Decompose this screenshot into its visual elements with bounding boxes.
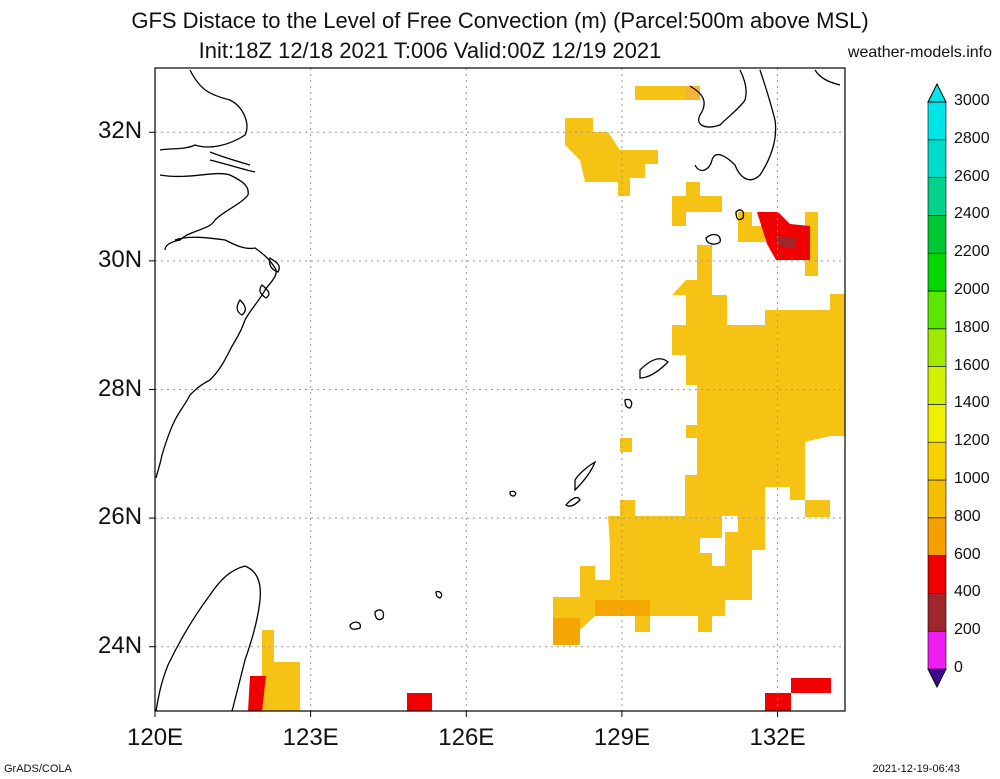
coast-east-china-islands — [236, 256, 280, 316]
lfc-red-1 — [757, 212, 810, 260]
colorbar-label: 1400 — [954, 394, 990, 412]
site-credit: weather-models.info — [847, 44, 992, 61]
colorbar-label: 200 — [954, 621, 981, 639]
colorbar-swatch — [927, 252, 947, 292]
lon-label: 120E — [127, 724, 184, 751]
colorbar-label: 3000 — [954, 92, 990, 109]
lfc-field — [248, 86, 845, 711]
colorbar — [927, 82, 947, 689]
colorbar-label: 2200 — [954, 243, 990, 261]
lat-label: 28N — [98, 374, 143, 402]
colorbar-swatch — [927, 139, 947, 178]
colorbar-swatch — [927, 517, 947, 556]
axis-ticks — [149, 131, 779, 717]
lon-label: 129E — [593, 724, 650, 751]
coastlines — [155, 69, 841, 712]
colorbar-label: 400 — [954, 583, 981, 601]
lfc-area-main — [553, 245, 845, 645]
footer-credit: GrADS/COLA — [4, 763, 72, 775]
lfc-area-east-china-sea-north — [565, 118, 658, 196]
footer-timestamp: 2021-12-19-06:43 — [872, 763, 960, 775]
lon-label: 123E — [282, 724, 339, 751]
lfc-area-26n — [620, 438, 632, 452]
coast-china — [155, 69, 277, 479]
colorbar-swatch — [927, 328, 947, 367]
colorbar-label: 0 — [954, 659, 963, 676]
lfc-area-east-edge — [805, 500, 830, 517]
lfc-brown-cell — [776, 236, 796, 248]
colorbar-swatch — [927, 593, 947, 632]
coast-ryukyu — [565, 358, 669, 507]
colorbar-label: 800 — [954, 507, 981, 525]
lfc-area-north-kyushu — [635, 86, 685, 100]
lon-label: 126E — [438, 724, 495, 751]
colorbar-label: 1800 — [954, 318, 990, 336]
lfc-red-2 — [248, 676, 266, 711]
lfc-red-3 — [407, 693, 432, 711]
colorbar-label: 600 — [954, 545, 981, 563]
colorbar-label: 2600 — [954, 167, 990, 185]
lat-label: 32N — [98, 117, 143, 145]
colorbar-label: 2400 — [954, 205, 990, 223]
coast-taiwan — [155, 565, 261, 712]
colorbar-swatch — [927, 215, 947, 254]
lat-label: 30N — [98, 245, 143, 273]
lon-label: 132E — [749, 724, 806, 751]
map-title: GFS Distace to the Level of Free Convect… — [131, 8, 869, 33]
colorbar-swatch — [927, 404, 947, 443]
lfc-area-south-amami — [738, 212, 765, 242]
lfc-red-5 — [791, 678, 831, 693]
colorbar-label: 1600 — [954, 356, 990, 374]
lfc-area-south-kyushu — [672, 182, 722, 226]
colorbar-swatch — [927, 177, 947, 216]
lfc-area-darker-1 — [595, 600, 650, 616]
coast-upper-right — [814, 69, 841, 86]
colorbar-label: 1200 — [954, 432, 990, 450]
colorbar-high-arrow — [927, 82, 947, 103]
colorbar-swatch — [927, 101, 947, 141]
colorbar-label: 2800 — [954, 129, 990, 147]
colorbar-label: 1000 — [954, 470, 990, 487]
colorbar-swatch — [927, 290, 947, 330]
coast-kyushu — [689, 69, 777, 181]
colorbar-low-arrow — [927, 668, 947, 689]
colorbar-swatch — [927, 555, 947, 594]
lfc-area-taiwan-strait — [262, 630, 300, 711]
coast-islands — [349, 209, 745, 630]
lfc-red-4 — [765, 693, 791, 711]
colorbar-swatch — [927, 479, 947, 519]
lat-label: 24N — [98, 631, 143, 659]
lat-label: 26N — [98, 503, 143, 531]
colorbar-swatch — [927, 366, 947, 405]
coast-yangtze — [209, 151, 256, 173]
colorbar-swatch — [927, 441, 947, 481]
colorbar-label: 2000 — [954, 281, 990, 298]
map-subtitle: Init:18Z 12/18 2021 T:006 Valid:00Z 12/1… — [198, 38, 662, 63]
lfc-area-darker-2 — [553, 618, 580, 645]
colorbar-swatch — [927, 630, 947, 670]
